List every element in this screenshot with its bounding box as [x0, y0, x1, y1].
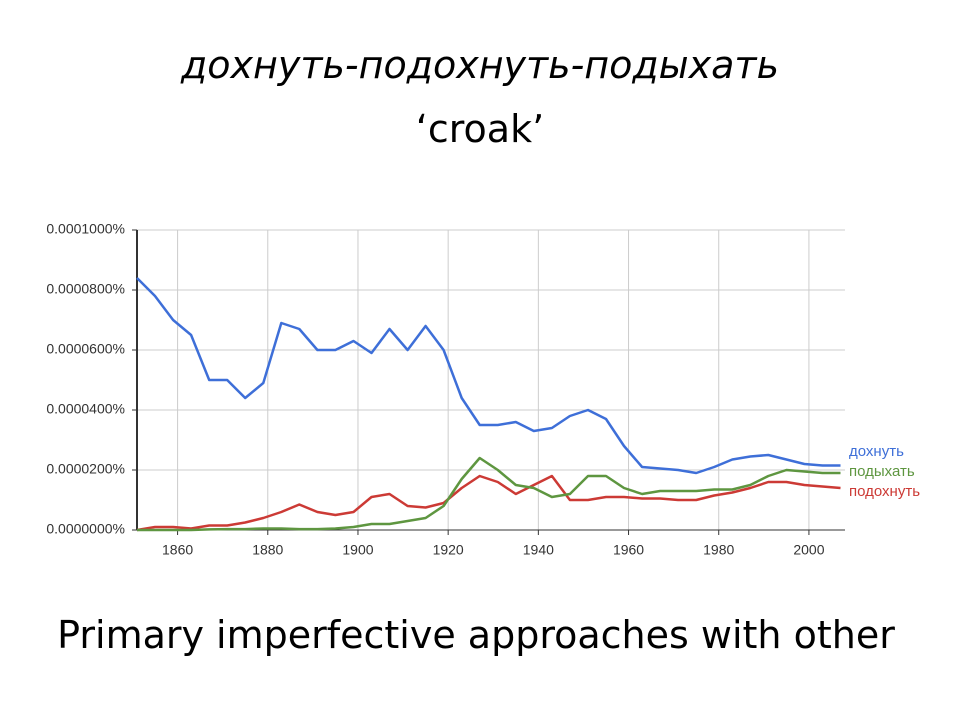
y-tick-label: 0.0000400%	[46, 401, 125, 417]
legend-label: подыхать	[849, 463, 915, 480]
series-line	[136, 277, 841, 475]
series-line	[137, 456, 841, 532]
y-tick-label: 0.0000600%	[46, 341, 125, 357]
y-tick-label: 0.0000800%	[46, 281, 125, 297]
subtitle: ‘croak’	[416, 107, 544, 151]
y-tick-label: 0.0001000%	[46, 221, 125, 237]
x-tick-label: 1860	[162, 542, 193, 558]
x-tick-label: 1980	[703, 542, 734, 558]
legend-label: дохнуть	[849, 443, 904, 460]
x-tick-label: 1940	[523, 542, 554, 558]
y-tick-label: 0.0000200%	[46, 461, 125, 477]
x-tick-label: 1920	[433, 542, 464, 558]
x-tick-label: 2000	[793, 542, 824, 558]
legend-label: подохнуть	[849, 483, 920, 500]
x-tick-label: 1960	[613, 542, 644, 558]
y-tick-label: 0.0000000%	[46, 521, 125, 537]
title: дохнуть-подохнуть-подыхать	[180, 43, 779, 87]
series-line	[136, 474, 841, 532]
x-tick-label: 1880	[252, 542, 283, 558]
x-tick-label: 1900	[342, 542, 373, 558]
caption: Primary imperfective approaches with oth…	[57, 613, 895, 657]
